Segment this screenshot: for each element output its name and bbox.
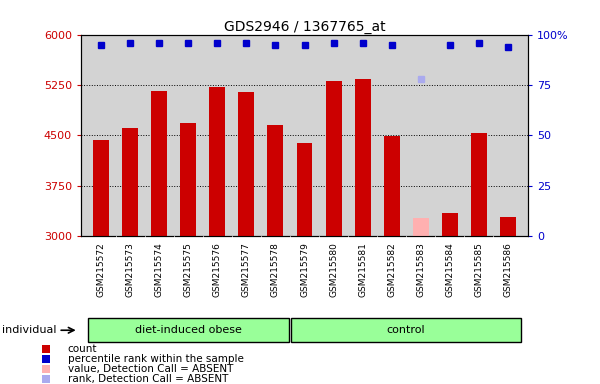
Bar bbox=[122, 128, 139, 236]
Text: GSM215572: GSM215572 bbox=[97, 243, 106, 297]
Text: rank, Detection Call = ABSENT: rank, Detection Call = ABSENT bbox=[68, 374, 228, 384]
Bar bbox=[151, 91, 167, 236]
Text: control: control bbox=[387, 325, 425, 335]
Text: GSM215583: GSM215583 bbox=[416, 243, 425, 298]
Text: diet-induced obese: diet-induced obese bbox=[135, 325, 242, 335]
Text: GSM215579: GSM215579 bbox=[300, 243, 309, 298]
Bar bbox=[181, 123, 196, 236]
FancyBboxPatch shape bbox=[292, 318, 521, 343]
Bar bbox=[383, 136, 400, 236]
Bar bbox=[470, 133, 487, 236]
Text: GSM215578: GSM215578 bbox=[271, 243, 280, 298]
Title: GDS2946 / 1367765_at: GDS2946 / 1367765_at bbox=[224, 20, 385, 33]
Text: GSM215580: GSM215580 bbox=[329, 243, 338, 298]
Text: GSM215582: GSM215582 bbox=[387, 243, 396, 297]
Text: GSM215574: GSM215574 bbox=[155, 243, 164, 297]
Bar bbox=[238, 93, 254, 236]
Text: GSM215586: GSM215586 bbox=[503, 243, 512, 298]
Bar bbox=[413, 218, 428, 236]
Text: GSM215584: GSM215584 bbox=[445, 243, 454, 297]
Bar bbox=[94, 140, 109, 236]
Bar bbox=[268, 125, 283, 236]
Bar bbox=[296, 144, 313, 236]
Text: GSM215575: GSM215575 bbox=[184, 243, 193, 298]
Text: count: count bbox=[68, 344, 97, 354]
Text: percentile rank within the sample: percentile rank within the sample bbox=[68, 354, 244, 364]
Bar bbox=[355, 79, 371, 236]
Bar bbox=[209, 87, 226, 236]
Text: individual: individual bbox=[2, 325, 56, 335]
Bar bbox=[326, 81, 341, 236]
Text: GSM215577: GSM215577 bbox=[242, 243, 251, 298]
Text: value, Detection Call = ABSENT: value, Detection Call = ABSENT bbox=[68, 364, 233, 374]
Text: GSM215573: GSM215573 bbox=[126, 243, 135, 298]
Text: GSM215581: GSM215581 bbox=[358, 243, 367, 298]
FancyBboxPatch shape bbox=[88, 318, 289, 343]
Text: GSM215585: GSM215585 bbox=[474, 243, 483, 298]
Bar bbox=[442, 214, 458, 236]
Text: GSM215576: GSM215576 bbox=[213, 243, 222, 298]
Bar bbox=[500, 217, 515, 236]
